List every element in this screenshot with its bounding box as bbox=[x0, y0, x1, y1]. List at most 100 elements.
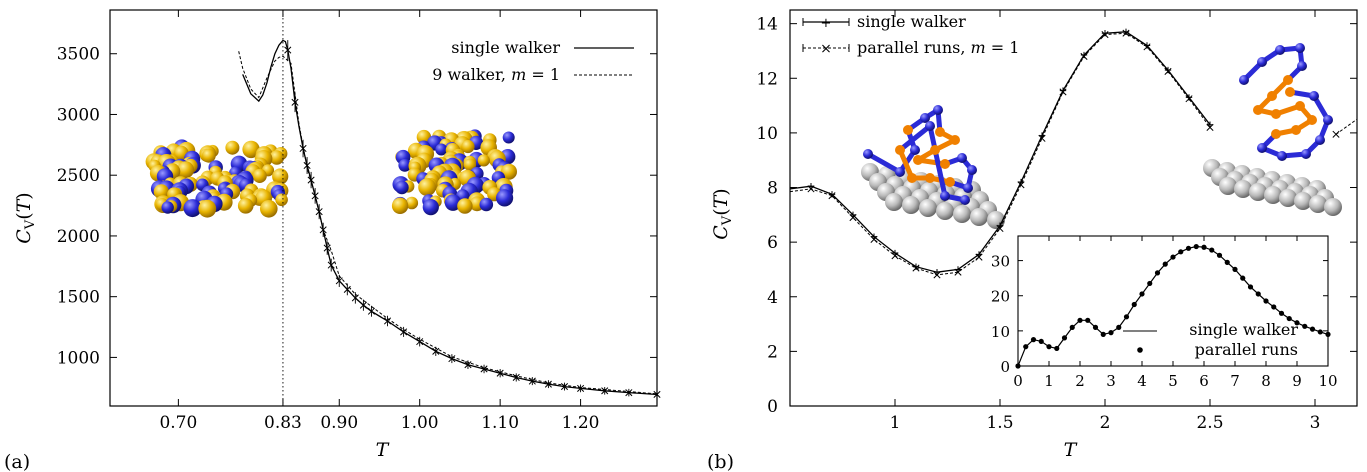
data-point-marker bbox=[400, 328, 408, 336]
inset-point-parallel-runs bbox=[1317, 329, 1323, 335]
monomer bbox=[1323, 115, 1333, 125]
y-tick-label: 12 bbox=[756, 69, 778, 89]
substrate-atom bbox=[1249, 183, 1267, 201]
inset-point-parallel-runs bbox=[1185, 245, 1192, 251]
data-point-marker bbox=[496, 369, 504, 377]
monomer bbox=[907, 173, 917, 183]
panel-b-inset: 0 1 2 3 4 5 6 7 8 9 10 0 10 20 30 single walker parall… bbox=[991, 235, 1338, 390]
monomer bbox=[1307, 115, 1317, 125]
monomer bbox=[925, 173, 935, 183]
data-point-parallel-runs bbox=[870, 235, 878, 243]
substrate-atom bbox=[1219, 177, 1237, 195]
panel-b-label: (b) bbox=[707, 451, 734, 472]
x-tick-label: 6 bbox=[1199, 372, 1209, 390]
inset-point-parallel-runs bbox=[1247, 284, 1254, 290]
data-point-marker bbox=[416, 338, 424, 346]
inset-ticks: 0 1 2 3 4 5 6 7 8 9 10 0 10 20 30 bbox=[991, 236, 1338, 390]
data-point-marker bbox=[625, 389, 633, 397]
inset-point-parallel-runs bbox=[1139, 291, 1145, 297]
panel-b-series bbox=[789, 28, 1358, 279]
inset-point-parallel-runs bbox=[1116, 324, 1122, 330]
monomer bbox=[863, 149, 873, 159]
inset-point-parallel-runs bbox=[1131, 301, 1137, 308]
x-tick-label: 3 bbox=[1106, 372, 1116, 390]
data-point-marker bbox=[291, 98, 299, 106]
panel-a-x-axis-label: T bbox=[376, 439, 390, 461]
data-point-marker bbox=[383, 317, 392, 325]
data-point-parallel-runs bbox=[807, 185, 815, 193]
x-tick-label: 0 bbox=[1013, 372, 1023, 390]
panel-b-axes-frame bbox=[789, 9, 1358, 407]
bond bbox=[927, 123, 948, 199]
data-point-marker bbox=[448, 355, 456, 363]
monomer bbox=[920, 113, 930, 123]
y-tick-label: 8 bbox=[767, 179, 778, 199]
inset-point-parallel-runs bbox=[1100, 331, 1106, 337]
substrate-atom bbox=[885, 193, 903, 211]
inset-point-parallel-runs bbox=[1286, 315, 1292, 322]
inset-point-parallel-runs bbox=[1309, 326, 1316, 332]
data-point-parallel-runs bbox=[1080, 52, 1088, 60]
inset-point-parallel-runs bbox=[1108, 330, 1114, 336]
panel-a-ticks: 0.70 0.83 0.90 1.00 1.10 1.20 1000 1500 2000 2500… bbox=[57, 10, 657, 433]
bead bbox=[457, 198, 473, 214]
x-tick-label: 1.20 bbox=[562, 413, 600, 433]
x-tick-label: 0.70 bbox=[159, 413, 197, 433]
inset-point-parallel-runs bbox=[1255, 291, 1261, 297]
x-tick-label: 1.10 bbox=[481, 413, 519, 433]
data-point-parallel-runs bbox=[1143, 43, 1151, 51]
monomer bbox=[1315, 135, 1325, 145]
data-point-parallel-runs bbox=[849, 214, 857, 222]
panel-a-series bbox=[238, 39, 661, 399]
legend-label-single-walker-b: single walker bbox=[857, 12, 966, 31]
inset-legend-swatch-dot bbox=[1137, 347, 1143, 353]
bead bbox=[272, 168, 289, 185]
series-line-9-walker bbox=[238, 51, 658, 395]
series-line-single-walker bbox=[242, 39, 658, 396]
bead bbox=[502, 131, 515, 144]
inset-point-parallel-runs bbox=[1061, 335, 1068, 341]
monomer bbox=[963, 183, 973, 193]
monomer bbox=[1309, 91, 1319, 101]
monomer bbox=[967, 165, 977, 175]
substrate-atom bbox=[936, 202, 954, 220]
monomer bbox=[1301, 149, 1311, 159]
bead bbox=[398, 158, 412, 172]
inset-point-parallel-runs bbox=[1092, 324, 1099, 330]
monomer bbox=[957, 153, 967, 163]
monomer bbox=[913, 155, 923, 165]
bead bbox=[395, 180, 409, 195]
panel-b-x-axis-label: T bbox=[1064, 439, 1078, 461]
y-tick-label: 10 bbox=[756, 124, 778, 144]
x-tick-label: 7 bbox=[1230, 372, 1240, 390]
monomer bbox=[1283, 75, 1293, 85]
monomer bbox=[935, 127, 945, 137]
polymer-adsorbed-image-right bbox=[391, 129, 517, 216]
inset-point-parallel-runs bbox=[1193, 243, 1199, 250]
monomer bbox=[1297, 61, 1307, 71]
polymer-on-substrate-image-right bbox=[1203, 43, 1342, 216]
monomer bbox=[1271, 109, 1281, 119]
inset-point-parallel-runs bbox=[1085, 317, 1091, 323]
y-tick-label: 2500 bbox=[57, 166, 100, 186]
legend-swatch-parallel-runs-marker: × bbox=[820, 41, 832, 57]
data-point-marker bbox=[323, 244, 331, 252]
substrate-atom bbox=[1294, 192, 1312, 210]
inset-point-parallel-runs bbox=[1054, 345, 1060, 352]
data-point-marker bbox=[359, 301, 367, 309]
bead bbox=[177, 161, 195, 179]
y-tick-label: 0 bbox=[1000, 358, 1010, 376]
x-tick-label: 2 bbox=[1075, 372, 1085, 390]
substrate-atom bbox=[1234, 180, 1252, 198]
data-point-parallel-runs bbox=[828, 192, 836, 200]
y-tick-label: 6 bbox=[767, 233, 778, 253]
legend-label-parallel-runs: parallel runs, m = 1 bbox=[857, 38, 1019, 57]
data-point-parallel-runs bbox=[1059, 88, 1067, 96]
monomer bbox=[1267, 91, 1277, 101]
substrate-atom bbox=[1309, 195, 1327, 213]
data-point-parallel-runs bbox=[891, 252, 899, 260]
substrate-atom bbox=[970, 208, 988, 226]
monomer bbox=[1285, 87, 1295, 97]
substrate-atom bbox=[1279, 189, 1297, 207]
